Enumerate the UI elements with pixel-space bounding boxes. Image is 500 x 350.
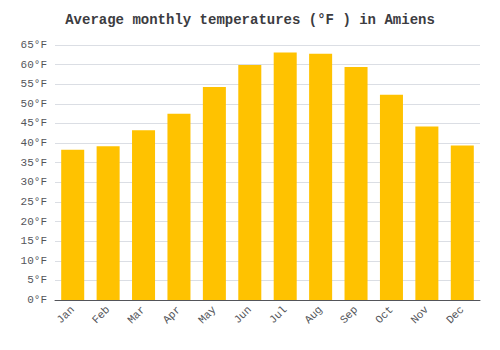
svg-text:20°F: 20°F (21, 216, 47, 228)
svg-text:40°F: 40°F (21, 137, 47, 149)
svg-text:55°F: 55°F (21, 78, 47, 90)
svg-text:35°F: 35°F (21, 157, 47, 169)
svg-text:Nov: Nov (409, 303, 432, 326)
svg-text:Sep: Sep (338, 304, 360, 326)
svg-text:Feb: Feb (90, 304, 112, 326)
svg-text:10°F: 10°F (21, 255, 47, 267)
svg-text:May: May (196, 303, 219, 326)
svg-text:Aug: Aug (302, 304, 324, 326)
svg-text:Jun: Jun (232, 304, 254, 326)
svg-text:Mar: Mar (125, 304, 147, 326)
svg-text:Apr: Apr (161, 304, 183, 326)
svg-text:Average monthly temperatures (: Average monthly temperatures (°F ) in Am… (65, 12, 435, 28)
svg-text:50°F: 50°F (21, 98, 47, 110)
svg-text:45°F: 45°F (21, 117, 47, 129)
svg-text:Dec: Dec (444, 304, 466, 326)
svg-text:15°F: 15°F (21, 235, 47, 247)
svg-text:0°F: 0°F (27, 294, 47, 306)
svg-text:30°F: 30°F (21, 176, 47, 188)
svg-text:5°F: 5°F (27, 274, 47, 286)
svg-text:25°F: 25°F (21, 196, 47, 208)
svg-text:Oct: Oct (373, 304, 395, 326)
svg-text:65°F: 65°F (21, 39, 47, 51)
svg-text:Jul: Jul (267, 304, 289, 326)
svg-text:Jan: Jan (54, 304, 76, 326)
svg-text:60°F: 60°F (21, 59, 47, 71)
